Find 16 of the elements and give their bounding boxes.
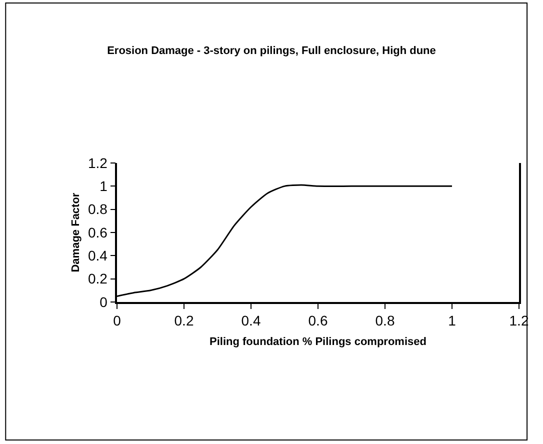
x-tick-label: 0 (113, 312, 122, 329)
x-tick-label: 0.6 (308, 312, 328, 329)
x-tick-label: 0.4 (241, 312, 261, 329)
chart-title: Erosion Damage - 3-story on pilings, Full enclosure, High dune (107, 44, 436, 57)
x-axis-title: Piling foundation % Pilings compromised (210, 336, 426, 348)
y-tick-label: 0.4 (88, 248, 108, 264)
x-tick-label: 0.2 (174, 312, 194, 329)
y-axis-title: Damage Factor (70, 192, 82, 272)
y-tick-label: 0.2 (88, 270, 108, 287)
y-tick-label: 0.6 (88, 224, 108, 240)
x-tick-label: 0.8 (375, 312, 395, 329)
y-tick-label: 1 (100, 178, 108, 194)
y-tick-label: 1.2 (88, 154, 108, 171)
y-tick-label: 0.8 (88, 201, 108, 218)
y-tick-label: 0 (100, 294, 108, 310)
x-tick-label: 1 (448, 312, 456, 329)
